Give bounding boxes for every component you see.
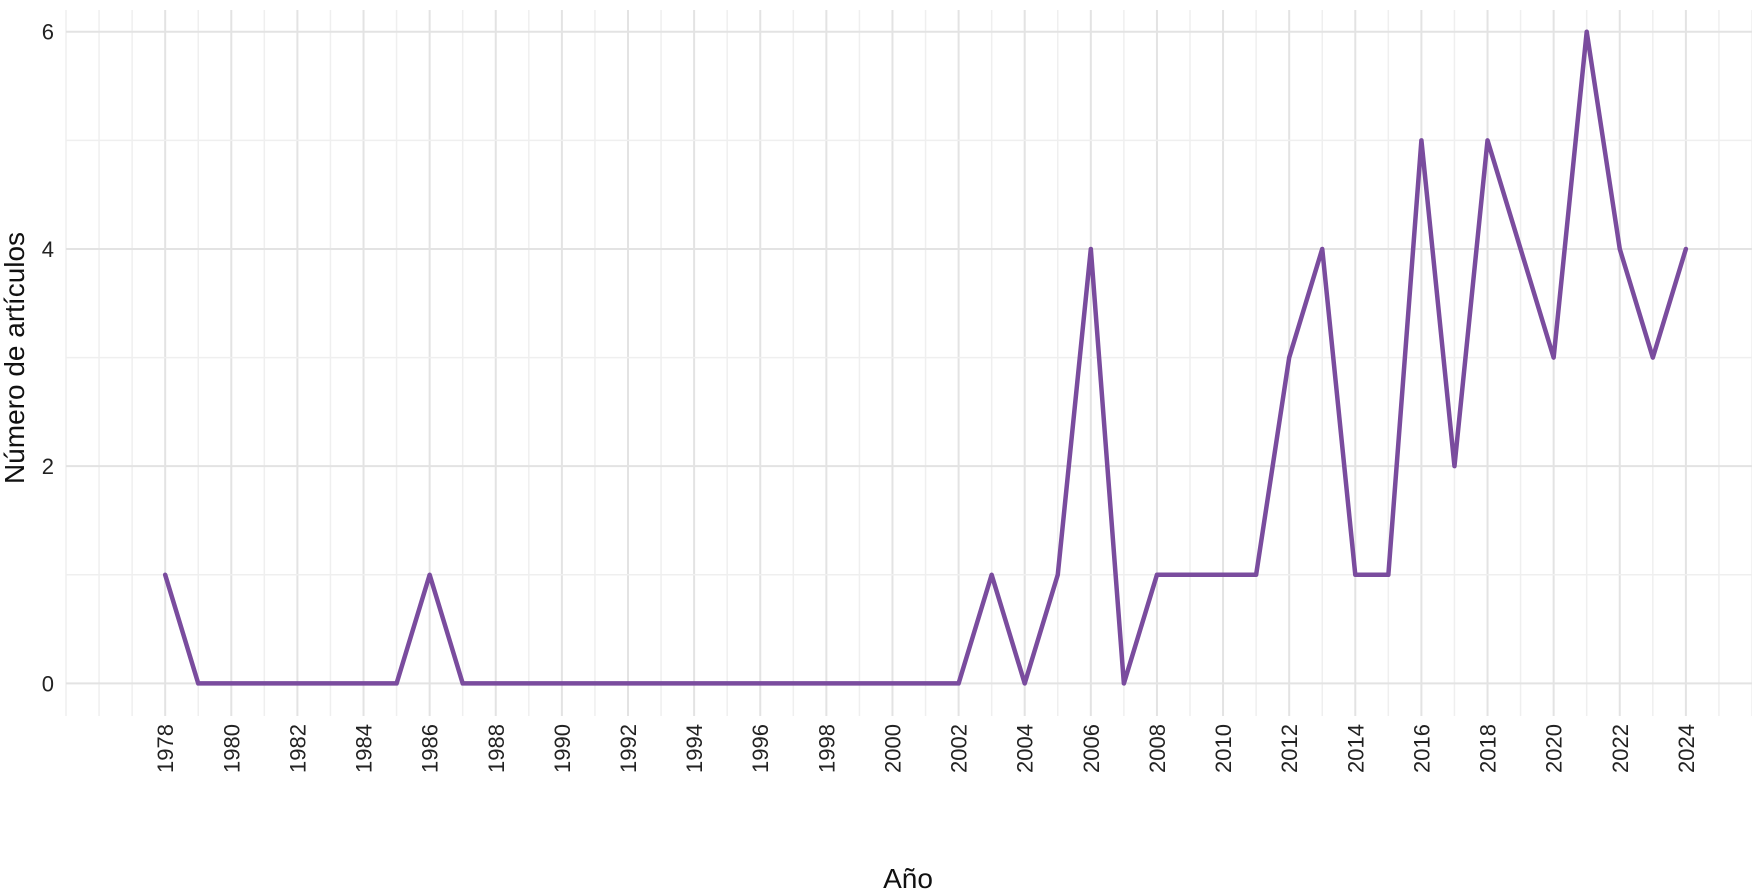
x-tick-label: 1986 — [418, 724, 443, 773]
x-tick-label: 2002 — [947, 724, 972, 773]
series-line — [162, 29, 1689, 686]
grid-lines — [65, 10, 1752, 716]
x-tick-label: 2024 — [1674, 724, 1699, 773]
x-tick-label: 1992 — [616, 724, 641, 773]
x-tick-label: 2010 — [1211, 724, 1236, 773]
x-tick-label: 2008 — [1145, 724, 1170, 773]
x-tick-label: 1990 — [550, 724, 575, 773]
x-tick-label: 2022 — [1608, 724, 1633, 773]
x-tick-label: 1984 — [352, 724, 377, 773]
y-tick-label: 0 — [42, 671, 54, 696]
x-tick-label: 2000 — [880, 724, 905, 773]
x-tick-label: 1982 — [285, 724, 310, 773]
y-axis-title: Número de artículos — [0, 232, 30, 484]
x-tick-label: 2016 — [1409, 724, 1434, 773]
y-tick-label: 2 — [42, 454, 54, 479]
y-tick-label: 4 — [42, 237, 54, 262]
series-layer — [162, 29, 1689, 686]
x-tick-label: 1988 — [484, 724, 509, 773]
x-tick-label: 2014 — [1343, 724, 1368, 773]
x-tick-label: 2018 — [1476, 724, 1501, 773]
y-axis-tick-labels: 0 2 4 6 — [42, 20, 54, 697]
x-axis-tick-labels: 1978 1980 1982 1984 1986 1988 1990 1992 1994 1996… — [153, 724, 1699, 773]
x-tick-label: 1980 — [219, 724, 244, 773]
x-tick-label: 2004 — [1013, 724, 1038, 773]
x-axis-title: Año — [883, 863, 933, 893]
x-tick-label: 1994 — [682, 724, 707, 773]
x-tick-label: 2020 — [1542, 724, 1567, 773]
x-tick-label: 1998 — [814, 724, 839, 773]
y-tick-label: 6 — [42, 20, 54, 45]
x-tick-label: 2012 — [1277, 724, 1302, 773]
x-tick-label: 2006 — [1079, 724, 1104, 773]
x-tick-label: 1996 — [748, 724, 773, 773]
x-tick-label: 1978 — [153, 724, 178, 773]
